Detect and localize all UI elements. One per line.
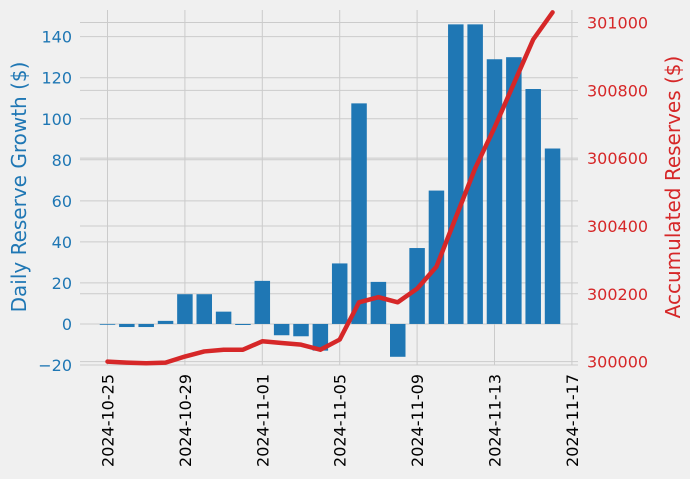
bar (312, 323, 329, 351)
right-tick-label: 300000 (587, 353, 648, 372)
bar (390, 323, 406, 357)
bar (196, 294, 212, 324)
bar (428, 190, 445, 324)
right-axis-title: Accumulated Reserves ($) (661, 56, 685, 319)
right-tick-label: 301000 (587, 14, 648, 33)
bar (486, 59, 503, 324)
bar (506, 57, 522, 324)
bar (215, 311, 232, 324)
left-axis-title: Daily Reserve Growth ($) (7, 62, 31, 313)
left-tick-label: 60 (52, 192, 72, 211)
bar (235, 323, 251, 325)
bar (99, 323, 116, 325)
line-series (105, 10, 555, 366)
bar (273, 323, 290, 336)
x-tick-label: 2024-10-29 (176, 374, 195, 467)
bar (177, 294, 193, 324)
left-tick-label: 40 (52, 233, 72, 252)
reserves-line (105, 10, 555, 366)
left-tick-label: 100 (41, 110, 72, 129)
x-tick-label: 2024-11-05 (331, 374, 350, 467)
bar (157, 320, 174, 324)
left-tick-label: 120 (41, 69, 72, 88)
bar (254, 280, 271, 324)
left-tick-label: 20 (52, 274, 72, 293)
left-tick-label: 0 (62, 315, 72, 334)
left-tick-label: 140 (41, 28, 72, 47)
bar (138, 323, 154, 328)
bar (525, 89, 541, 324)
bar (119, 323, 135, 328)
bar (293, 323, 309, 337)
bar (544, 148, 561, 324)
bar-series (99, 24, 561, 357)
x-tick-label: 2024-11-01 (253, 374, 272, 467)
right-tick-label: 300200 (587, 285, 648, 304)
right-tick-label: 300800 (587, 81, 648, 100)
right-tick-label: 300400 (587, 217, 648, 236)
right-tick-label: 300600 (587, 149, 648, 168)
left-axis-ticks: −20 0 20 40 60 80 100 120 140 (38, 28, 72, 375)
left-tick-label: −20 (38, 356, 72, 375)
x-tick-label: 2024-11-09 (408, 374, 427, 467)
bar (351, 103, 367, 324)
x-axis-ticks: 2024-10-25 2024-10-29 2024-11-01 2024-11-05… (99, 374, 582, 467)
bar (448, 24, 464, 324)
bar (331, 263, 348, 324)
right-axis-ticks: 300000 300200 300400 300600 300800 301000 (587, 14, 648, 372)
left-tick-label: 80 (52, 151, 72, 170)
bar (370, 281, 387, 324)
gridlines (80, 10, 578, 366)
x-tick-label: 2024-10-25 (99, 374, 118, 467)
x-tick-label: 2024-11-17 (563, 374, 582, 467)
x-tick-label: 2024-11-13 (486, 374, 505, 467)
